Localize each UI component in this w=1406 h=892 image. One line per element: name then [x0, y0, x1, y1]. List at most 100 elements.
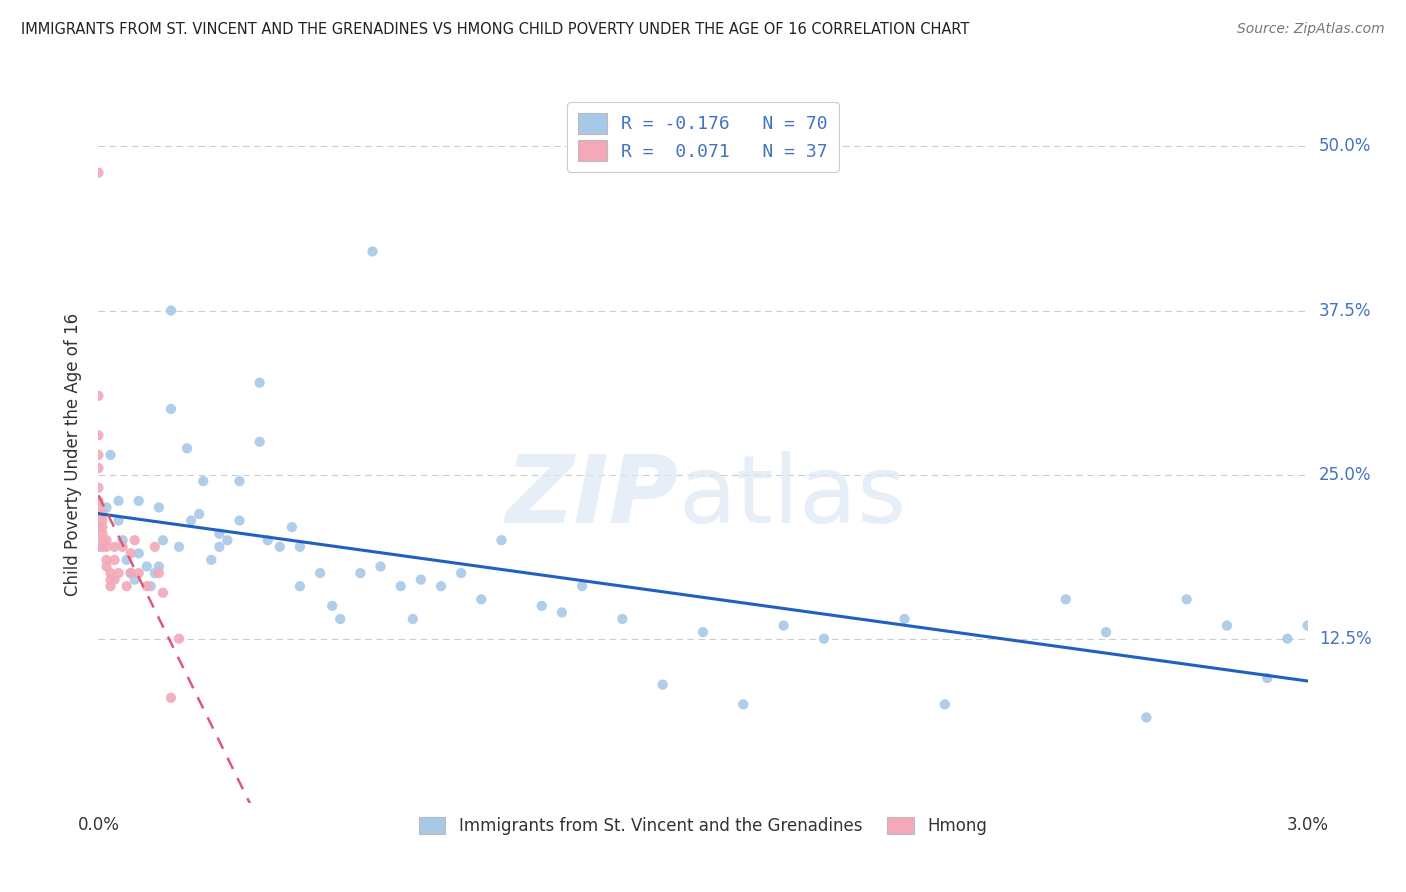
Point — [139, 579, 162, 593]
Point — [115, 553, 138, 567]
Point — [208, 526, 231, 541]
Text: 12.5%: 12.5% — [1319, 630, 1371, 648]
Text: IMMIGRANTS FROM ST. VINCENT AND THE GRENADINES VS HMONG CHILD POVERTY UNDER THE : IMMIGRANTS FROM ST. VINCENT AND THE GREN… — [21, 22, 970, 37]
Point — [103, 573, 125, 587]
Point — [208, 540, 231, 554]
Point — [160, 303, 183, 318]
Point — [115, 579, 138, 593]
Point — [813, 632, 835, 646]
Text: 37.5%: 37.5% — [1319, 301, 1371, 319]
Point — [100, 566, 122, 580]
Point — [160, 690, 183, 705]
Point — [96, 500, 118, 515]
Point — [167, 632, 190, 646]
Point — [772, 618, 794, 632]
Point — [87, 389, 110, 403]
Point — [103, 553, 125, 567]
Point — [409, 573, 432, 587]
Point — [281, 520, 304, 534]
Point — [1296, 618, 1319, 632]
Point — [91, 514, 114, 528]
Point — [612, 612, 634, 626]
Point — [91, 520, 114, 534]
Point — [249, 434, 271, 449]
Point — [200, 553, 222, 567]
Point — [87, 540, 110, 554]
Point — [135, 579, 157, 593]
Point — [176, 442, 198, 456]
Point — [96, 533, 118, 548]
Point — [1054, 592, 1077, 607]
Point — [692, 625, 714, 640]
Text: ZIP: ZIP — [506, 450, 679, 542]
Point — [120, 566, 142, 580]
Point — [87, 428, 110, 442]
Point — [111, 533, 134, 548]
Point — [180, 514, 202, 528]
Point — [491, 533, 513, 548]
Point — [148, 500, 170, 515]
Point — [87, 520, 110, 534]
Point — [143, 566, 166, 580]
Point — [128, 566, 150, 580]
Point — [96, 540, 118, 554]
Point — [96, 559, 118, 574]
Point — [87, 448, 110, 462]
Point — [148, 566, 170, 580]
Point — [152, 586, 174, 600]
Point — [107, 494, 129, 508]
Text: atlas: atlas — [679, 450, 907, 542]
Point — [470, 592, 492, 607]
Point — [100, 579, 122, 593]
Point — [551, 606, 574, 620]
Point — [167, 540, 190, 554]
Point — [1135, 710, 1157, 724]
Point — [124, 533, 146, 548]
Point — [91, 507, 114, 521]
Point — [120, 546, 142, 560]
Point — [87, 500, 110, 515]
Text: Source: ZipAtlas.com: Source: ZipAtlas.com — [1237, 22, 1385, 37]
Point — [128, 546, 150, 560]
Point — [934, 698, 956, 712]
Point — [249, 376, 271, 390]
Point — [389, 579, 412, 593]
Point — [87, 461, 110, 475]
Point — [430, 579, 453, 593]
Point — [124, 573, 146, 587]
Point — [107, 514, 129, 528]
Point — [530, 599, 553, 613]
Point — [349, 566, 371, 580]
Point — [100, 448, 122, 462]
Point — [1095, 625, 1118, 640]
Point — [228, 514, 250, 528]
Point — [100, 573, 122, 587]
Point — [107, 566, 129, 580]
Point — [361, 244, 384, 259]
Point — [733, 698, 755, 712]
Point — [571, 579, 593, 593]
Point — [329, 612, 352, 626]
Point — [135, 559, 157, 574]
Point — [1277, 632, 1299, 646]
Point — [309, 566, 332, 580]
Text: 25.0%: 25.0% — [1319, 466, 1371, 483]
Point — [91, 540, 114, 554]
Point — [96, 553, 118, 567]
Point — [1256, 671, 1278, 685]
Point — [91, 533, 114, 548]
Point — [228, 474, 250, 488]
Point — [128, 494, 150, 508]
Point — [103, 540, 125, 554]
Point — [288, 540, 311, 554]
Point — [148, 559, 170, 574]
Y-axis label: Child Poverty Under the Age of 16: Child Poverty Under the Age of 16 — [63, 313, 82, 597]
Point — [450, 566, 472, 580]
Point — [87, 494, 110, 508]
Point — [160, 401, 183, 416]
Point — [120, 566, 142, 580]
Point — [269, 540, 291, 554]
Point — [152, 533, 174, 548]
Point — [370, 559, 392, 574]
Point — [193, 474, 215, 488]
